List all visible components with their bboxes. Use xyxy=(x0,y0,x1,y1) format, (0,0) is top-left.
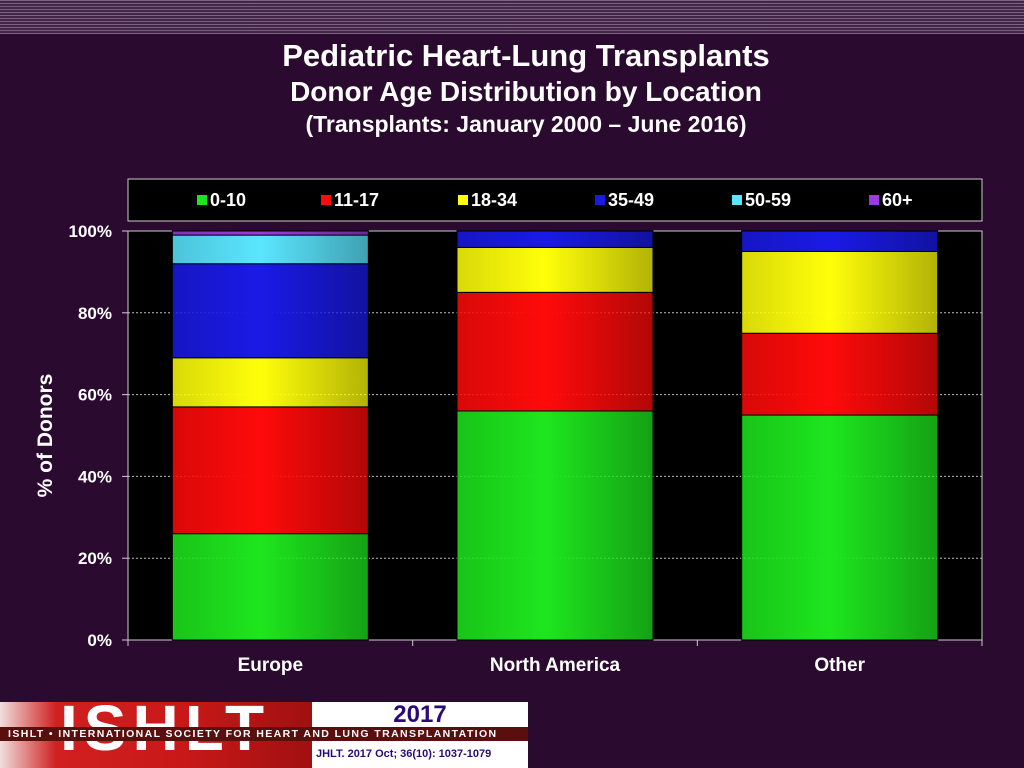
bar-north-america-35-49 xyxy=(456,230,654,248)
y-tick-label: 0% xyxy=(87,631,112,650)
y-tick-label: 40% xyxy=(78,467,112,486)
chart-date-range: (Transplants: January 2000 – June 2016) xyxy=(305,111,747,137)
bar-europe-50-59 xyxy=(171,234,369,265)
y-axis-label: % of Donors xyxy=(34,374,57,498)
bar-other-11-17 xyxy=(741,332,939,416)
legend-label-35-49: 35-49 xyxy=(608,190,654,210)
legend-label-50-59: 50-59 xyxy=(745,190,791,210)
bar-europe-18-34 xyxy=(171,357,369,408)
bar-north-america-0-10 xyxy=(456,410,654,641)
citation: JHLT. 2017 Oct; 36(10): 1037-1079 xyxy=(312,741,528,768)
x-tick-label: Europe xyxy=(238,655,303,676)
legend-swatch-60+ xyxy=(869,195,879,205)
y-tick-label: 80% xyxy=(78,304,112,323)
bar-other-35-49 xyxy=(741,230,939,252)
y-tick-label: 100% xyxy=(69,222,112,241)
legend-swatch-50-59 xyxy=(732,195,742,205)
report-year: 2017 xyxy=(312,702,528,727)
bar-north-america-18-34 xyxy=(456,246,654,293)
title-block: Pediatric Heart-Lung Transplants Donor A… xyxy=(0,40,1024,136)
bar-other-0-10 xyxy=(741,414,939,641)
legend-label-0-10: 0-10 xyxy=(210,190,246,210)
legend-swatch-18-34 xyxy=(458,195,468,205)
bar-other-18-34 xyxy=(741,250,939,334)
legend-swatch-11-17 xyxy=(321,195,331,205)
legend-label-18-34: 18-34 xyxy=(471,190,517,210)
bar-europe-0-10 xyxy=(171,533,369,641)
x-tick-label: North America xyxy=(490,655,621,676)
x-tick-label: Other xyxy=(814,655,865,676)
legend-swatch-35-49 xyxy=(595,195,605,205)
bar-europe-35-49 xyxy=(171,263,369,359)
legend-box xyxy=(127,178,983,222)
legend-label-11-17: 11-17 xyxy=(334,190,379,210)
y-tick-label: 60% xyxy=(78,386,112,405)
legend-swatch-0-10 xyxy=(197,195,207,205)
bar-europe-11-17 xyxy=(171,406,369,535)
legend-label-60+: 60+ xyxy=(882,190,913,210)
top-stripes xyxy=(0,0,1024,34)
bar-europe-60+ xyxy=(171,230,369,236)
organization-name: ISHLT • INTERNATIONAL SOCIETY FOR HEART … xyxy=(0,727,528,741)
y-tick-label: 20% xyxy=(78,549,112,568)
bar-north-america-11-17 xyxy=(456,291,654,412)
chart-subtitle: Donor Age Distribution by Location xyxy=(290,76,762,107)
chart-title: Pediatric Heart-Lung Transplants xyxy=(282,38,770,73)
